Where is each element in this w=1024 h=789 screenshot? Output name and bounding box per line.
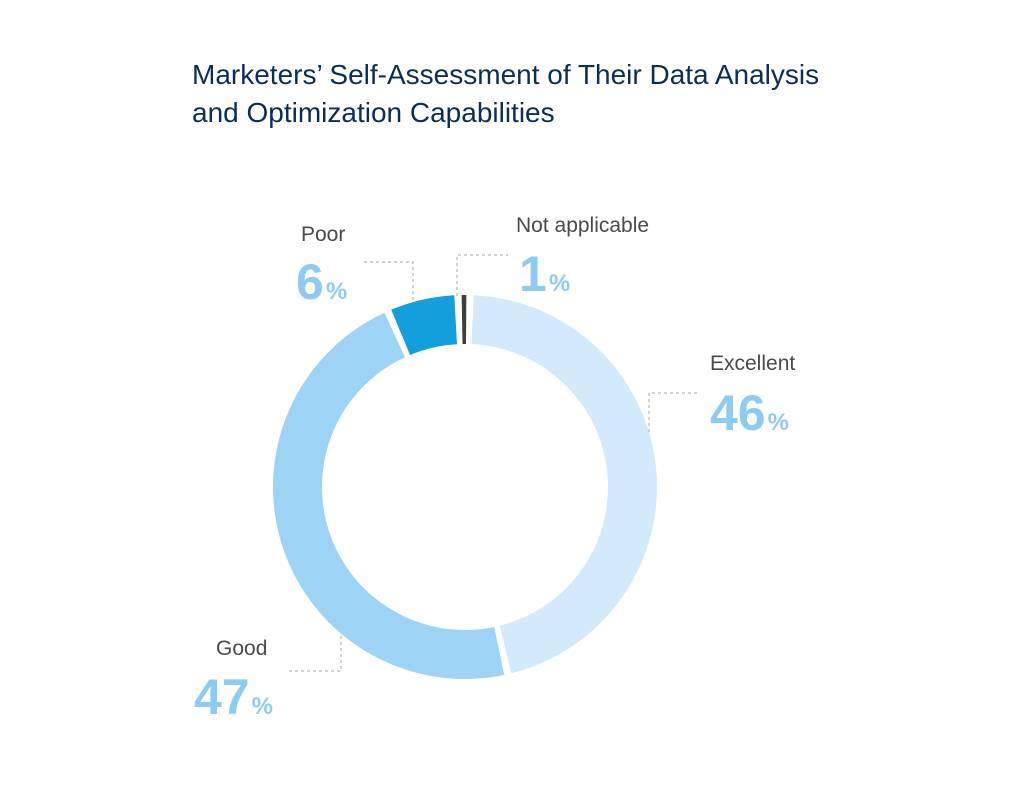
slice-value-excellent: 46% bbox=[710, 385, 789, 441]
slice-value-poor-number: 6 bbox=[296, 254, 324, 310]
slice-value-good: 47% bbox=[194, 669, 273, 725]
chart-title: Marketers’ Self-Assessment of Their Data… bbox=[192, 56, 912, 132]
chart-title-line-2: and Optimization Capabilities bbox=[192, 97, 555, 128]
slice-value-poor-unit: % bbox=[326, 278, 347, 305]
leader-line-poor bbox=[362, 261, 414, 300]
leaders-layer bbox=[287, 254, 700, 672]
chart-title-line-1: Marketers’ Self-Assessment of Their Data… bbox=[192, 59, 820, 90]
slice-value-good-number: 47 bbox=[194, 669, 250, 725]
leader-line-excellent bbox=[648, 392, 700, 432]
slice-value-excellent-number: 46 bbox=[710, 385, 766, 441]
slice-label-good: Good bbox=[216, 637, 267, 660]
slice-value-not-applicable: 1% bbox=[519, 246, 570, 302]
leader-line-good bbox=[287, 636, 342, 672]
slice-value-not-applicable-number: 1 bbox=[519, 246, 547, 302]
slice-value-excellent-unit: % bbox=[768, 409, 789, 436]
slice-label-poor: Poor bbox=[301, 223, 345, 246]
slice-value-good-unit: % bbox=[252, 693, 273, 720]
slice-excellent bbox=[471, 295, 657, 674]
slice-label-not-applicable: Not applicable bbox=[516, 214, 649, 237]
slice-poor bbox=[391, 295, 458, 355]
slice-value-not-applicable-unit: % bbox=[549, 270, 570, 297]
slice-value-poor: 6% bbox=[296, 254, 347, 310]
leader-line-not-applicable bbox=[456, 254, 508, 296]
slice-label-excellent: Excellent bbox=[710, 352, 795, 375]
slice-good bbox=[272, 312, 505, 680]
slices-layer bbox=[272, 295, 657, 680]
slice-not-applicable bbox=[461, 295, 467, 345]
